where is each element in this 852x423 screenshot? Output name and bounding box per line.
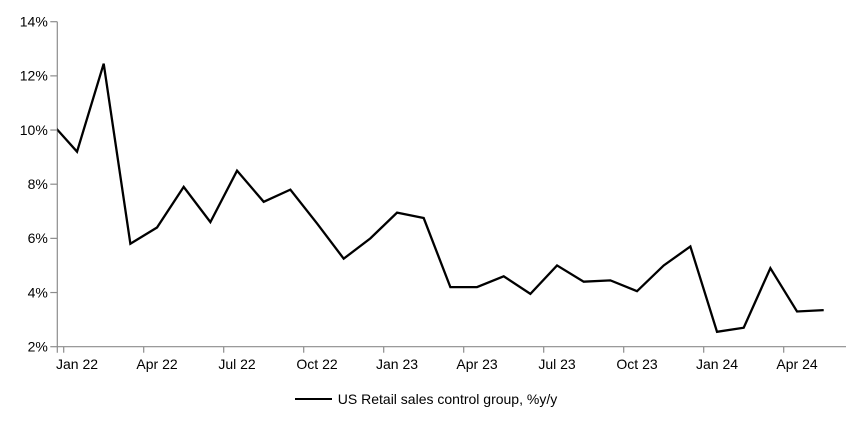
x-tick-label: Apr 24	[776, 356, 817, 372]
x-tick-label: Jan 22	[56, 356, 98, 372]
x-tick-label: Jan 24	[696, 356, 738, 372]
x-tick-label: Oct 23	[616, 356, 657, 372]
x-tick-label: Jan 23	[376, 356, 418, 372]
x-tick-label: Apr 22	[136, 356, 177, 372]
x-tick-label: Jul 23	[538, 356, 576, 372]
x-tick-label: Jul 22	[218, 356, 256, 372]
legend-label: US Retail sales control group, %y/y	[337, 391, 558, 407]
legend-line-swatch	[294, 398, 332, 400]
y-tick-label: 14%	[20, 14, 48, 30]
y-tick-label: 6%	[28, 230, 48, 246]
chart-legend: US Retail sales control group, %y/y	[0, 389, 852, 409]
x-tick-label: Oct 22	[296, 356, 337, 372]
y-tick-label: 2%	[28, 339, 48, 355]
y-tick-label: 12%	[20, 68, 48, 84]
x-tick-label: Apr 23	[456, 356, 497, 372]
y-tick-label: 4%	[28, 284, 48, 300]
data-line	[57, 63, 824, 334]
y-tick-label: 10%	[20, 122, 48, 138]
y-tick-label: 8%	[28, 176, 48, 192]
